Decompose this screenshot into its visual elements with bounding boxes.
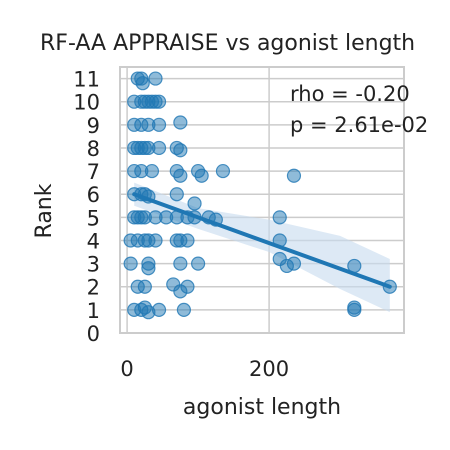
data-point-82 (348, 301, 361, 314)
data-point-15 (174, 116, 187, 129)
y-tick-label-10: 10 (73, 91, 100, 115)
data-point-14 (153, 118, 166, 131)
data-point-67 (287, 257, 300, 270)
y-tick-label-1: 1 (87, 299, 100, 323)
data-point-32 (287, 169, 300, 182)
y-tick-label-5: 5 (87, 206, 100, 230)
y-tick-label-0: 0 (87, 322, 100, 346)
data-point-37 (170, 188, 183, 201)
data-point-3 (136, 77, 149, 90)
y-tick-label-3: 3 (87, 253, 100, 277)
y-tick-label-4: 4 (87, 229, 100, 253)
data-point-60 (124, 257, 137, 270)
confidence-band (134, 183, 390, 313)
y-tick-label-11: 11 (73, 68, 100, 92)
data-point-2 (149, 72, 162, 85)
y-tick-label-8: 8 (87, 137, 100, 161)
chart-title: RF-AA APPRAISE vs agonist length (40, 31, 415, 56)
data-point-26 (145, 165, 158, 178)
y-tick-label-7: 7 (87, 160, 100, 184)
data-point-73 (181, 280, 194, 293)
data-point-21 (153, 141, 166, 154)
data-point-31 (216, 165, 229, 178)
data-point-63 (174, 257, 187, 270)
data-point-28 (174, 169, 187, 182)
data-point-64 (192, 257, 205, 270)
data-point-50 (273, 211, 286, 224)
data-point-30 (195, 169, 208, 182)
x-axis-label: agonist length (183, 395, 341, 420)
data-point-55 (149, 234, 162, 247)
confidence-band-layer (134, 183, 390, 313)
data-point-80 (177, 303, 190, 316)
data-point-62 (142, 262, 155, 275)
data-point-38 (188, 197, 201, 210)
data-point-79 (153, 303, 166, 316)
y-tick-label-9: 9 (87, 114, 100, 138)
data-point-10 (153, 95, 166, 108)
data-point-70 (138, 280, 151, 293)
y-tick-label-6: 6 (87, 183, 100, 207)
y-axis-label: Rank (32, 183, 57, 238)
x-tick-labels: 0 200 (120, 357, 289, 381)
data-point-58 (181, 234, 194, 247)
annotation-rho: rho = -0.20 (290, 82, 410, 106)
y-tick-label-2: 2 (87, 276, 100, 300)
x-tick-label-0: 0 (120, 357, 133, 381)
x-tick-label-200: 200 (249, 357, 289, 381)
data-point-23 (174, 144, 187, 157)
annotation-p: p = 2.61e-02 (290, 113, 428, 137)
